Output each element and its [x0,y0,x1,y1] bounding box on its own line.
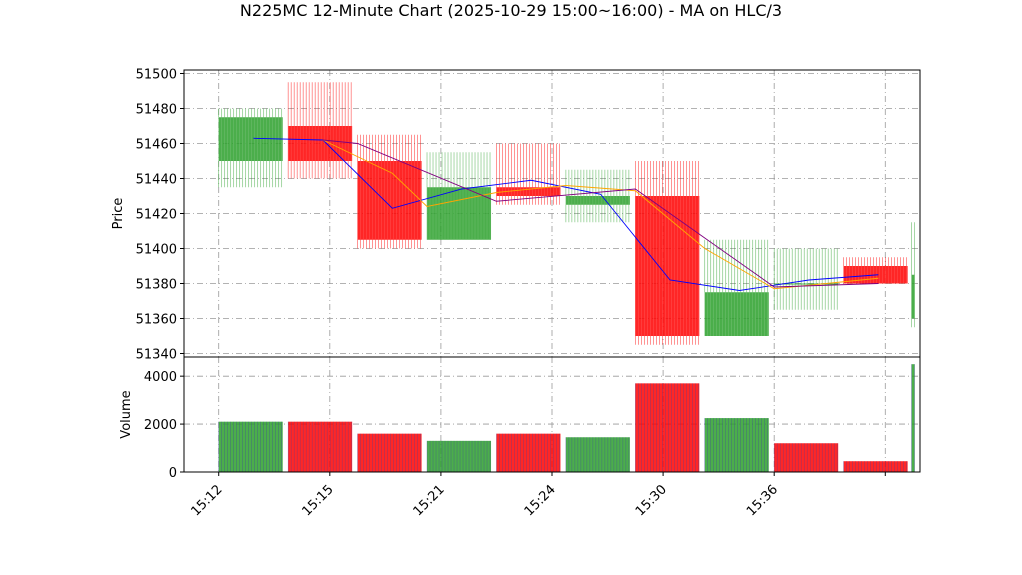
price-ytick-label: 51440 [136,173,177,188]
xtick-label: 15:21 [411,482,448,519]
volume-axis-label: Volume [119,390,134,438]
candle-body [774,283,839,285]
volume-bar [635,383,700,472]
volume-bar [704,418,769,472]
price-ytick-label: 51340 [136,348,177,363]
price-ytick-label: 51400 [136,243,177,258]
price-axis-label: Price [111,198,126,230]
price-ytick-label: 51460 [136,138,177,153]
volume-bar [774,443,839,472]
volume-bar [288,421,353,472]
candle-body [635,196,700,336]
price-ytick-label: 51420 [136,208,177,223]
candle-body [704,292,769,336]
price-ytick-label: 51360 [136,313,177,328]
xtick-label: 15:24 [522,482,559,519]
moving-average-line [322,139,879,290]
volume-ytick-label: 2000 [144,418,177,433]
volume-bar [427,440,492,472]
xtick-label: 15:30 [633,482,670,519]
candle-body [565,196,630,205]
candle-body [288,126,353,161]
price-ytick-label: 51380 [136,278,177,293]
volume-bar [843,461,908,472]
candle-body [496,187,561,196]
volume-bar [496,433,561,472]
xtick-label: 15:12 [188,482,225,519]
xtick-label: 15:15 [300,482,337,519]
moving-average-line [322,139,879,288]
volume-bar [565,437,630,472]
price-ytick-label: 51480 [136,103,177,118]
xtick-label: 15:36 [744,482,781,519]
price-ytick-label: 51500 [136,68,177,83]
moving-average-line [253,137,879,291]
volume-ytick-label: 0 [169,466,177,481]
volume-bar [911,364,915,472]
volume-bar [357,433,422,472]
volume-ytick-label: 4000 [144,370,177,385]
candle-body [357,161,422,240]
volume-bar [218,421,283,472]
chart-title: N225MC 12-Minute Chart (2025-10-29 15:00… [240,1,782,20]
candle-body [911,274,915,319]
